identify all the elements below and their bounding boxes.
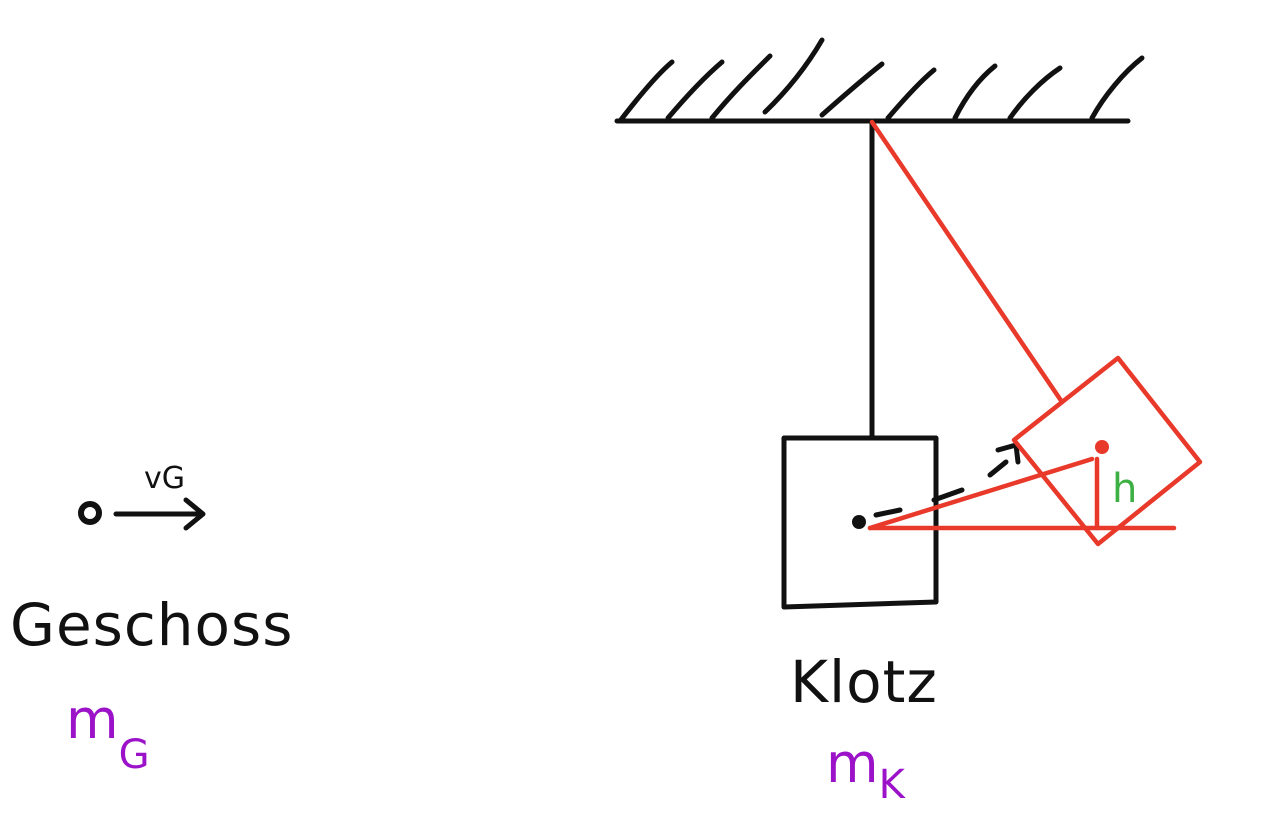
velocity-label: vG	[144, 461, 185, 496]
block-mass-symbol: m	[826, 732, 879, 795]
pendulum-deflected-position	[867, 119, 1203, 547]
block-mass-label: mK	[826, 732, 907, 808]
projectile-dot	[78, 501, 102, 525]
block-center-point	[852, 515, 866, 529]
trajectory-line	[867, 456, 1095, 531]
block-label: Klotz	[790, 648, 938, 716]
projectile-label: Geschoss	[10, 591, 293, 659]
height-label: h	[1112, 466, 1137, 512]
swing-motion-arrow	[873, 507, 903, 518]
block	[781, 435, 939, 610]
block-mass-subscript: K	[879, 762, 907, 808]
projectile: vG	[78, 461, 206, 531]
projectile-mass-symbol: m	[66, 688, 119, 751]
deflected-center-point	[1095, 440, 1109, 454]
projectile-mass-subscript: G	[119, 732, 150, 778]
ceiling-hatching	[617, 37, 1145, 124]
deflected-block	[1011, 355, 1203, 547]
velocity-arrow	[113, 497, 206, 531]
projectile-mass-label: mG	[66, 688, 150, 778]
pendulum-rest-position	[781, 120, 1021, 610]
ceiling-support	[614, 37, 1145, 124]
deflected-string	[869, 119, 1065, 405]
